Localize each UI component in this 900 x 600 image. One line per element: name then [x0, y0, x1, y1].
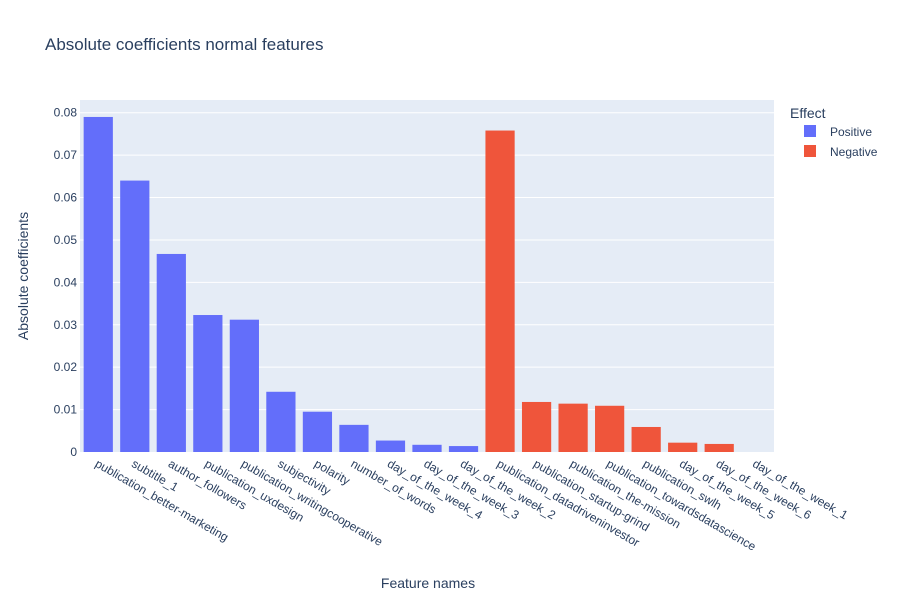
- legend-title: Effect: [790, 105, 826, 121]
- y-tick-labels: 0 0.01 0.02 0.03 0.04 0.05 0.06 0.07 0.08: [54, 106, 78, 459]
- bar-author_followers[interactable]: [156, 253, 186, 452]
- bar-day_of_the_week_2[interactable]: [448, 446, 479, 452]
- bar-publication_towardsdatascience[interactable]: [595, 405, 625, 452]
- y-tick-label: 0.03: [54, 318, 78, 332]
- y-tick-label: 0.04: [54, 275, 78, 289]
- chart-title: Absolute coefficients normal features: [45, 35, 323, 54]
- bar-publication_the-mission[interactable]: [558, 403, 588, 452]
- gridlines: [80, 112, 774, 411]
- y-tick-label: 0.01: [54, 403, 78, 417]
- x-axis-title: Feature names: [381, 575, 475, 591]
- bar-publication_better-marketing[interactable]: [83, 116, 113, 452]
- y-tick-label: 0: [70, 445, 77, 459]
- bar-day_of_the_week_3[interactable]: [412, 444, 442, 452]
- legend-swatch-negative[interactable]: [804, 145, 816, 157]
- bar-publication_datadriveninvestor[interactable]: [485, 130, 515, 452]
- bar-number_of_words[interactable]: [339, 424, 369, 452]
- legend: Effect Positive Negative: [790, 105, 878, 159]
- bar-publication_swlh[interactable]: [631, 426, 661, 452]
- y-tick-label: 0.06: [54, 191, 78, 205]
- bar-publication_startup-grind[interactable]: [521, 401, 552, 452]
- bar-publication_uxdesign[interactable]: [193, 315, 223, 452]
- y-tick-label: 0.02: [54, 360, 78, 374]
- y-tick-label: 0.08: [54, 106, 78, 120]
- bar-subtitle_1[interactable]: [120, 180, 150, 452]
- legend-swatch-positive[interactable]: [804, 125, 816, 137]
- bar-subjectivity[interactable]: [266, 391, 296, 452]
- bar-day_of_the_week_5[interactable]: [668, 442, 698, 452]
- bar-day_of_the_week_6[interactable]: [704, 443, 734, 452]
- bar-day_of_the_week_4[interactable]: [375, 440, 406, 452]
- y-axis-title: Absolute coefficients: [15, 212, 31, 340]
- bar-publication_writingcooperative[interactable]: [229, 319, 259, 452]
- y-tick-label: 0.05: [54, 233, 78, 247]
- legend-label-negative[interactable]: Negative: [830, 145, 878, 159]
- legend-label-positive[interactable]: Positive: [830, 125, 872, 139]
- y-tick-label: 0.07: [54, 148, 78, 162]
- bars-group: [83, 116, 734, 452]
- bar-polarity[interactable]: [302, 411, 333, 452]
